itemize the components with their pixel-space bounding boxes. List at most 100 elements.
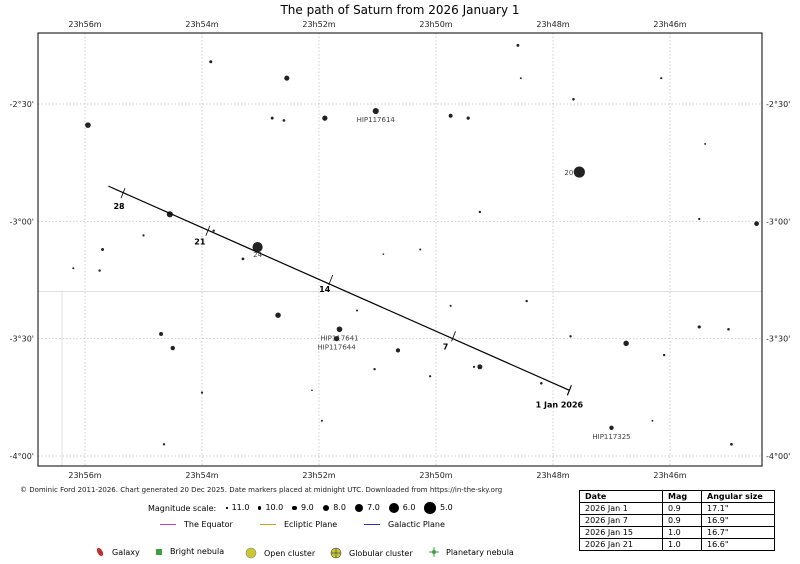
- header-mag: Mag: [662, 490, 702, 503]
- magnitude-value: 8.0: [333, 503, 346, 513]
- star: [372, 107, 379, 115]
- star: [466, 116, 470, 120]
- legend-ecliptic: Ecliptic Plane: [260, 520, 337, 529]
- cell-mag: 1.0: [662, 538, 702, 551]
- legend-galactic-label: Galactic Plane: [388, 520, 445, 529]
- magnitude-item: 10.0: [258, 503, 283, 512]
- star: [284, 75, 290, 81]
- star: [101, 248, 104, 251]
- magnitude-dot: [388, 503, 399, 513]
- star: [516, 43, 520, 47]
- ecliptic-swatch: [260, 524, 276, 525]
- date-marker-label: 1 Jan 2026: [536, 400, 584, 409]
- magnitude-item: 5.0: [424, 502, 453, 514]
- magnitude-value: 9.0: [301, 503, 314, 513]
- legend-equator: The Equator: [160, 520, 233, 529]
- date-table-header: Date Mag Angular size: [579, 490, 775, 503]
- star: [697, 325, 701, 329]
- star: [159, 332, 164, 336]
- magnitude-dot: [322, 504, 330, 512]
- date-tick: [328, 274, 334, 286]
- ra-tick-top: 23h54m: [185, 20, 218, 29]
- magnitude-item: 8.0: [322, 503, 346, 513]
- cell-date: 2026 Jan 7: [579, 514, 663, 527]
- star: [356, 309, 359, 312]
- globular-cluster-icon: [330, 547, 342, 559]
- star: [72, 267, 75, 270]
- legend-open-cluster: Open cluster: [245, 547, 315, 559]
- star: [382, 253, 385, 256]
- star: [623, 340, 629, 347]
- star: [170, 345, 175, 351]
- legend-galaxy-label: Galaxy: [112, 547, 140, 557]
- dec-tick-right: -3°30': [766, 335, 790, 344]
- star: [662, 353, 666, 357]
- magnitude-dot: [292, 505, 298, 511]
- cell-mag: 1.0: [662, 526, 702, 539]
- star-label: HIP117614: [357, 116, 396, 124]
- star: [162, 443, 166, 446]
- ra-tick-top: 23h56m: [68, 20, 101, 29]
- star: [727, 328, 730, 331]
- constellation-boundary: [38, 291, 63, 466]
- star: [449, 304, 452, 307]
- saturn-path: 1 Jan 2026 7 14 21 28: [108, 185, 584, 409]
- legend-bright-nebula: Bright nebula: [155, 547, 224, 556]
- ra-tick-bottom: 23h48m: [536, 471, 569, 480]
- cell-date: 2026 Jan 15: [579, 526, 663, 539]
- star: [241, 257, 245, 261]
- star: [477, 364, 483, 370]
- magnitude-dot: [424, 502, 436, 514]
- legend-equator-label: The Equator: [184, 520, 233, 529]
- galaxy-icon: [95, 547, 105, 557]
- dec-tick-left: -2°30': [10, 100, 34, 109]
- star: [252, 242, 263, 253]
- header-date: Date: [579, 490, 663, 503]
- date-tick: [205, 225, 211, 236]
- magnitude-scale-label: Magnitude scale:: [148, 503, 217, 513]
- cell-angular-size: 16.6": [701, 538, 775, 551]
- ra-tick-bottom: 23h50m: [419, 471, 452, 480]
- magnitude-item: 9.0: [292, 503, 314, 513]
- dec-tick-left: -3°30': [10, 335, 34, 344]
- star: [651, 419, 654, 422]
- star: [334, 336, 340, 342]
- cell-angular-size: 17.1": [701, 502, 775, 515]
- ra-tick-bottom: 23h46m: [653, 471, 686, 480]
- star: [282, 119, 286, 122]
- star-label: HIP117644: [317, 344, 356, 352]
- star: [569, 335, 572, 338]
- magnitude-value: 10.0: [265, 503, 284, 513]
- ra-tick-bottom: 23h54m: [185, 471, 218, 480]
- dec-tick-left: -3°00': [10, 217, 34, 226]
- date-table: Date Mag Angular size 2026 Jan 1 0.9 17.…: [579, 490, 775, 551]
- star: [311, 389, 313, 392]
- magnitude-value: 5.0: [439, 503, 453, 513]
- star: [98, 269, 101, 272]
- cell-angular-size: 16.9": [701, 514, 775, 527]
- star: [730, 442, 733, 446]
- cell-mag: 0.9: [662, 514, 702, 527]
- magnitude-item: 11.0: [226, 503, 249, 512]
- planetary-nebula-icon: [429, 547, 439, 557]
- star: [478, 210, 482, 214]
- stars: 20 24 HIP117614 HIP117641 HIP117644 HIP117325: [72, 43, 759, 446]
- magnitude-value: 11.0: [231, 503, 250, 513]
- dec-tick-right: -3°00': [766, 217, 790, 226]
- table-row: 2026 Jan 15 1.0 16.7": [579, 526, 775, 539]
- ra-tick-top: 23h50m: [419, 20, 452, 29]
- date-tick: [120, 188, 126, 199]
- star-label: HIP117641: [320, 334, 358, 342]
- star: [519, 77, 522, 80]
- star: [373, 367, 376, 371]
- star: [704, 142, 707, 145]
- line-legend: The Equator Ecliptic Plane Galactic Plan…: [160, 520, 460, 534]
- star: [573, 166, 585, 178]
- chart-title: The path of Saturn from 2026 January 1: [279, 3, 519, 17]
- cell-date: 2026 Jan 1: [579, 502, 663, 515]
- magnitude-dot: [258, 506, 262, 510]
- star-label: 20: [564, 169, 573, 177]
- star-chart: The path of Saturn from 2026 January 1 2…: [10, 3, 791, 480]
- magnitude-dot: [226, 507, 228, 509]
- magnitude-dot: [354, 503, 364, 513]
